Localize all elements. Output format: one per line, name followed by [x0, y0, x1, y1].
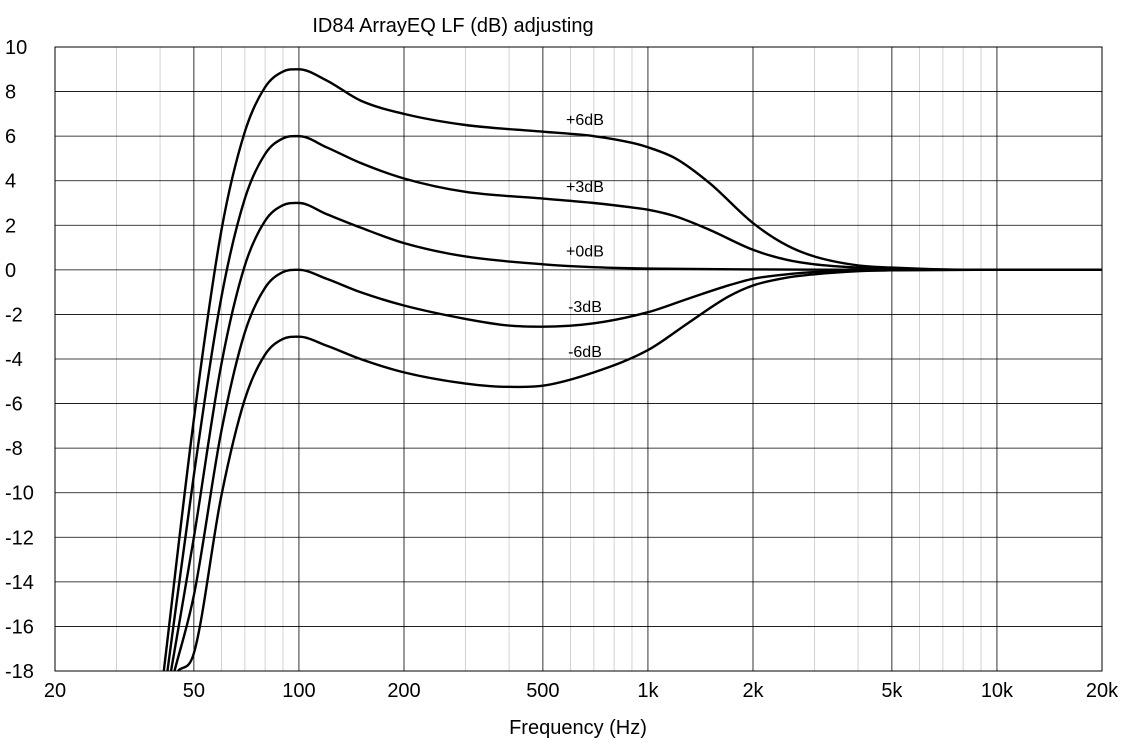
series-line: [177, 268, 1102, 672]
y-tick-labels: 10 8 6 4 2 0 -2 -4 -6 -8 -10 -12 -14 -16 -18: [5, 37, 34, 683]
y-tick-label: -12: [5, 527, 34, 549]
x-tick-label: 1k: [637, 680, 659, 702]
y-tick-label: 10: [5, 37, 27, 59]
x-tick-labels: 20 50 100 200 500 1k 2k 5k 10k 20k: [44, 680, 1119, 702]
y-tick-label: 0: [5, 260, 16, 282]
y-tick-label: -18: [5, 661, 34, 683]
chart-title: ID84 ArrayEQ LF (dB) adjusting: [312, 15, 593, 37]
y-tick-label: 6: [5, 126, 16, 148]
series-label: +0dB: [566, 243, 604, 260]
series-label: -3dB: [568, 299, 602, 316]
x-tick-label: 500: [526, 680, 559, 702]
x-tick-label: 50: [183, 680, 205, 702]
y-tick-label: 4: [5, 171, 16, 193]
x-tick-label: 200: [387, 680, 420, 702]
series-label: +6dB: [566, 112, 604, 129]
x-tick-label: 5k: [881, 680, 903, 702]
x-tick-label: 100: [282, 680, 315, 702]
y-tick-label: -10: [5, 483, 34, 505]
y-tick-label: -6: [5, 394, 23, 416]
x-tick-label: 20k: [1086, 680, 1119, 702]
y-tick-label: -2: [5, 304, 23, 326]
y-tick-label: 2: [5, 215, 16, 237]
series-label: -6dB: [568, 344, 602, 361]
series-line: [166, 134, 1102, 672]
x-tick-label: 10k: [981, 680, 1014, 702]
series-label: +3dB: [566, 179, 604, 196]
y-tick-label: 8: [5, 82, 16, 104]
y-tick-label: -4: [5, 349, 23, 371]
y-tick-label: -8: [5, 438, 23, 460]
series-line: [173, 268, 1102, 672]
series-line: [162, 68, 1102, 672]
series-labels: +6dB +3dB +0dB -3dB -6dB: [566, 112, 604, 361]
curves: [162, 68, 1102, 672]
x-tick-label: 20: [44, 680, 66, 702]
y-tick-label: -14: [5, 572, 34, 594]
x-axis-label: Frequency (Hz): [509, 717, 647, 739]
plot-frame: [54, 46, 1103, 672]
y-tick-label: -16: [5, 616, 34, 638]
x-tick-label: 2k: [742, 680, 764, 702]
series-line: [169, 201, 1102, 672]
